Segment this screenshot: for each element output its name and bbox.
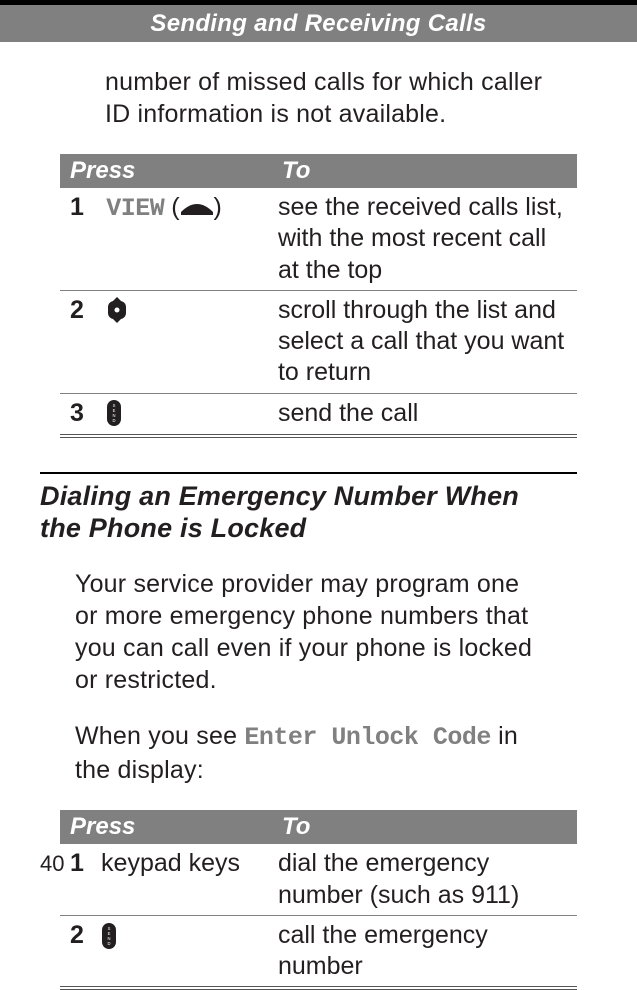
to-cell: call the emergency number xyxy=(272,915,577,988)
send-key-icon: SEND xyxy=(101,921,117,952)
col-header-to: To xyxy=(272,810,577,844)
softkey-label: VIEW xyxy=(106,194,164,223)
softkey-icon xyxy=(180,193,214,224)
to-cell: scroll through the list and select a cal… xyxy=(272,290,577,393)
intro-continuation: number of missed calls for which caller … xyxy=(105,66,547,130)
step-number: 2 xyxy=(60,290,100,393)
chapter-title: Sending and Receiving Calls xyxy=(150,10,486,38)
press-cell xyxy=(100,290,272,393)
send-key-icon: SEND xyxy=(106,398,122,429)
unlock-code-text: Enter Unlock Code xyxy=(244,723,491,752)
to-cell: send the call xyxy=(272,393,577,436)
to-cell: dial the emergency number (such as 911) xyxy=(272,844,577,915)
press-to-table-1: Press To 1 VIEW () see the received call… xyxy=(60,154,577,438)
svg-text:D: D xyxy=(113,418,116,423)
nav-key-icon xyxy=(106,296,128,327)
section-heading: Dialing an Emergency Number When the Pho… xyxy=(40,480,557,545)
section-para-2: When you see Enter Unlock Code in the di… xyxy=(75,720,547,786)
step-number: 2 xyxy=(60,915,95,988)
table-row: 2 SEND call the emergency number xyxy=(60,915,577,988)
step-number: 1 xyxy=(60,188,100,290)
press-cell: VIEW () xyxy=(100,188,272,290)
page-number: 40 xyxy=(40,851,64,877)
press-cell: keypad keys xyxy=(95,844,272,915)
section-rule xyxy=(40,472,577,474)
press-to-table-2: Press To 1 keypad keys dial the emergenc… xyxy=(60,810,577,990)
press-cell: SEND xyxy=(100,393,272,436)
press-cell: SEND xyxy=(95,915,272,988)
step-number: 3 xyxy=(60,393,100,436)
col-header-press: Press xyxy=(60,154,272,188)
para2-pre: When you see xyxy=(75,722,244,750)
table-row: 1 keypad keys dial the emergency number … xyxy=(60,844,577,915)
table-row: 3 SEND send the call xyxy=(60,393,577,436)
col-header-press: Press xyxy=(60,810,272,844)
table-row: 2 scroll through the list and select a c… xyxy=(60,290,577,393)
svg-text:D: D xyxy=(108,941,111,946)
to-cell: see the received calls list, with the mo… xyxy=(272,188,577,290)
table-row: 1 VIEW () see the received calls list, w… xyxy=(60,188,577,290)
section-para-1: Your service provider may program one or… xyxy=(75,568,547,696)
step-number: 1 xyxy=(60,844,95,915)
chapter-header: Sending and Receiving Calls xyxy=(0,0,637,42)
manual-page: Sending and Receiving Calls number of mi… xyxy=(0,0,637,895)
col-header-to: To xyxy=(272,154,577,188)
